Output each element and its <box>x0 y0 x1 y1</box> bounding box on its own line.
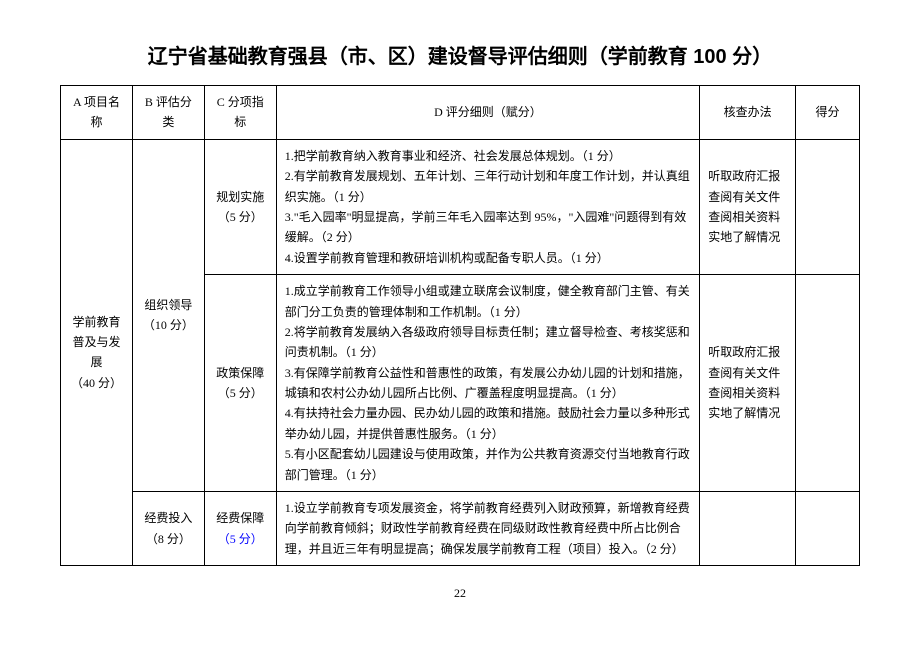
header-d: D 评分细则（赋分） <box>276 86 699 140</box>
cell-indicator-c1: 规划实施 （5 分） <box>204 139 276 274</box>
cell-category-b2: 经费投入 （8 分） <box>132 492 204 566</box>
cell-score-f1 <box>796 139 860 274</box>
c3-line2: （5 分） <box>218 532 263 546</box>
c3-line1: 经费保障 <box>216 511 264 525</box>
table-header-row: A 项目名称 B 评估分类 C 分项指标 D 评分细则（赋分） 核查办法 得分 <box>61 86 860 140</box>
cell-check-e2: 听取政府汇报 查阅有关文件 查阅相关资料 实地了解情况 <box>700 275 796 492</box>
cell-indicator-c2: 政策保障 （5 分） <box>204 275 276 492</box>
header-f: 得分 <box>796 86 860 140</box>
cell-project-name: 学前教育 普及与发展 （40 分） <box>61 139 133 565</box>
cell-score-f2 <box>796 275 860 492</box>
cell-detail-d1: 1.把学前教育纳入教育事业和经济、社会发展总体规划。（1 分） 2.有学前教育发… <box>276 139 699 274</box>
table-row: 经费投入 （8 分） 经费保障 （5 分） 1.设立学前教育专项发展资金，将学前… <box>61 492 860 566</box>
cell-indicator-c3: 经费保障 （5 分） <box>204 492 276 566</box>
evaluation-table: A 项目名称 B 评估分类 C 分项指标 D 评分细则（赋分） 核查办法 得分 … <box>60 85 860 566</box>
page-number: 22 <box>60 586 860 601</box>
cell-detail-d2: 1.成立学前教育工作领导小组或建立联席会议制度，健全教育部门主管、有关部门分工负… <box>276 275 699 492</box>
cell-check-e1: 听取政府汇报 查阅有关文件 查阅相关资料 实地了解情况 <box>700 139 796 274</box>
header-e: 核查办法 <box>700 86 796 140</box>
table-row: 学前教育 普及与发展 （40 分） 组织领导 （10 分） 规划实施 （5 分）… <box>61 139 860 274</box>
cell-check-e3 <box>700 492 796 566</box>
header-a: A 项目名称 <box>61 86 133 140</box>
cell-detail-d3: 1.设立学前教育专项发展资金，将学前教育经费列入财政预算，新增教育经费向学前教育… <box>276 492 699 566</box>
header-c: C 分项指标 <box>204 86 276 140</box>
cell-score-f3 <box>796 492 860 566</box>
cell-category-b1: 组织领导 （10 分） <box>132 139 204 491</box>
header-b: B 评估分类 <box>132 86 204 140</box>
page-title: 辽宁省基础教育强县（市、区）建设督导评估细则（学前教育 100 分） <box>60 40 860 69</box>
